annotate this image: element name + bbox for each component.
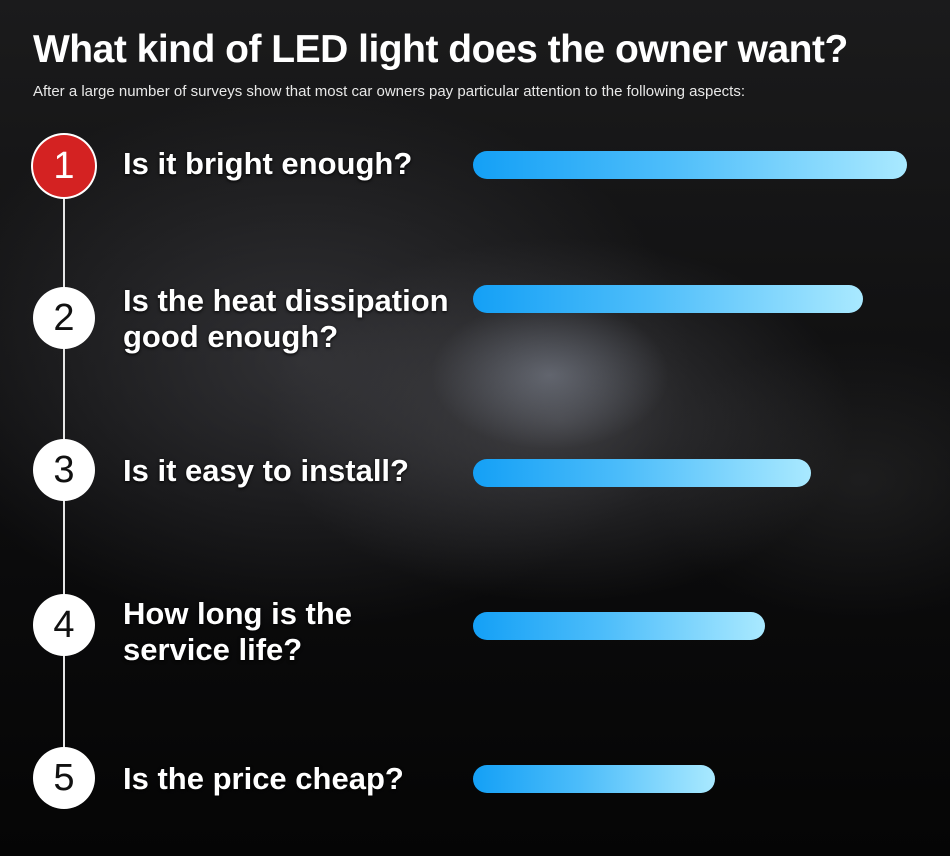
headlight-glow	[430, 300, 670, 450]
rating-bar	[473, 151, 907, 179]
label-line: How long is the	[123, 596, 353, 631]
step-label: Is the heat dissipation good enough?	[123, 283, 449, 355]
step-label: Is it bright enough?	[123, 146, 412, 182]
rating-bar	[473, 285, 863, 313]
step-label: Is the price cheap?	[123, 761, 404, 797]
label-line: Is the price cheap?	[123, 761, 404, 796]
rating-bar	[473, 459, 811, 487]
label-line: good enough?	[123, 319, 339, 354]
subtitle: After a large number of surveys show tha…	[33, 83, 746, 100]
step-number: 3	[33, 439, 95, 501]
step-number: 4	[33, 594, 95, 656]
step-number: 2	[33, 287, 95, 349]
label-line: service life?	[123, 632, 303, 667]
title: What kind of LED light does the owner wa…	[33, 28, 848, 71]
step-label: How long is the service life?	[123, 596, 352, 668]
step-label: Is it easy to install?	[123, 453, 409, 489]
step-number: 1	[33, 135, 95, 197]
label-line: Is it bright enough?	[123, 146, 413, 181]
step-number: 5	[33, 747, 95, 809]
rating-bar	[473, 765, 715, 793]
rating-bar	[473, 612, 765, 640]
label-line: Is it easy to install?	[123, 453, 409, 488]
label-line: Is the heat dissipation	[123, 283, 449, 318]
